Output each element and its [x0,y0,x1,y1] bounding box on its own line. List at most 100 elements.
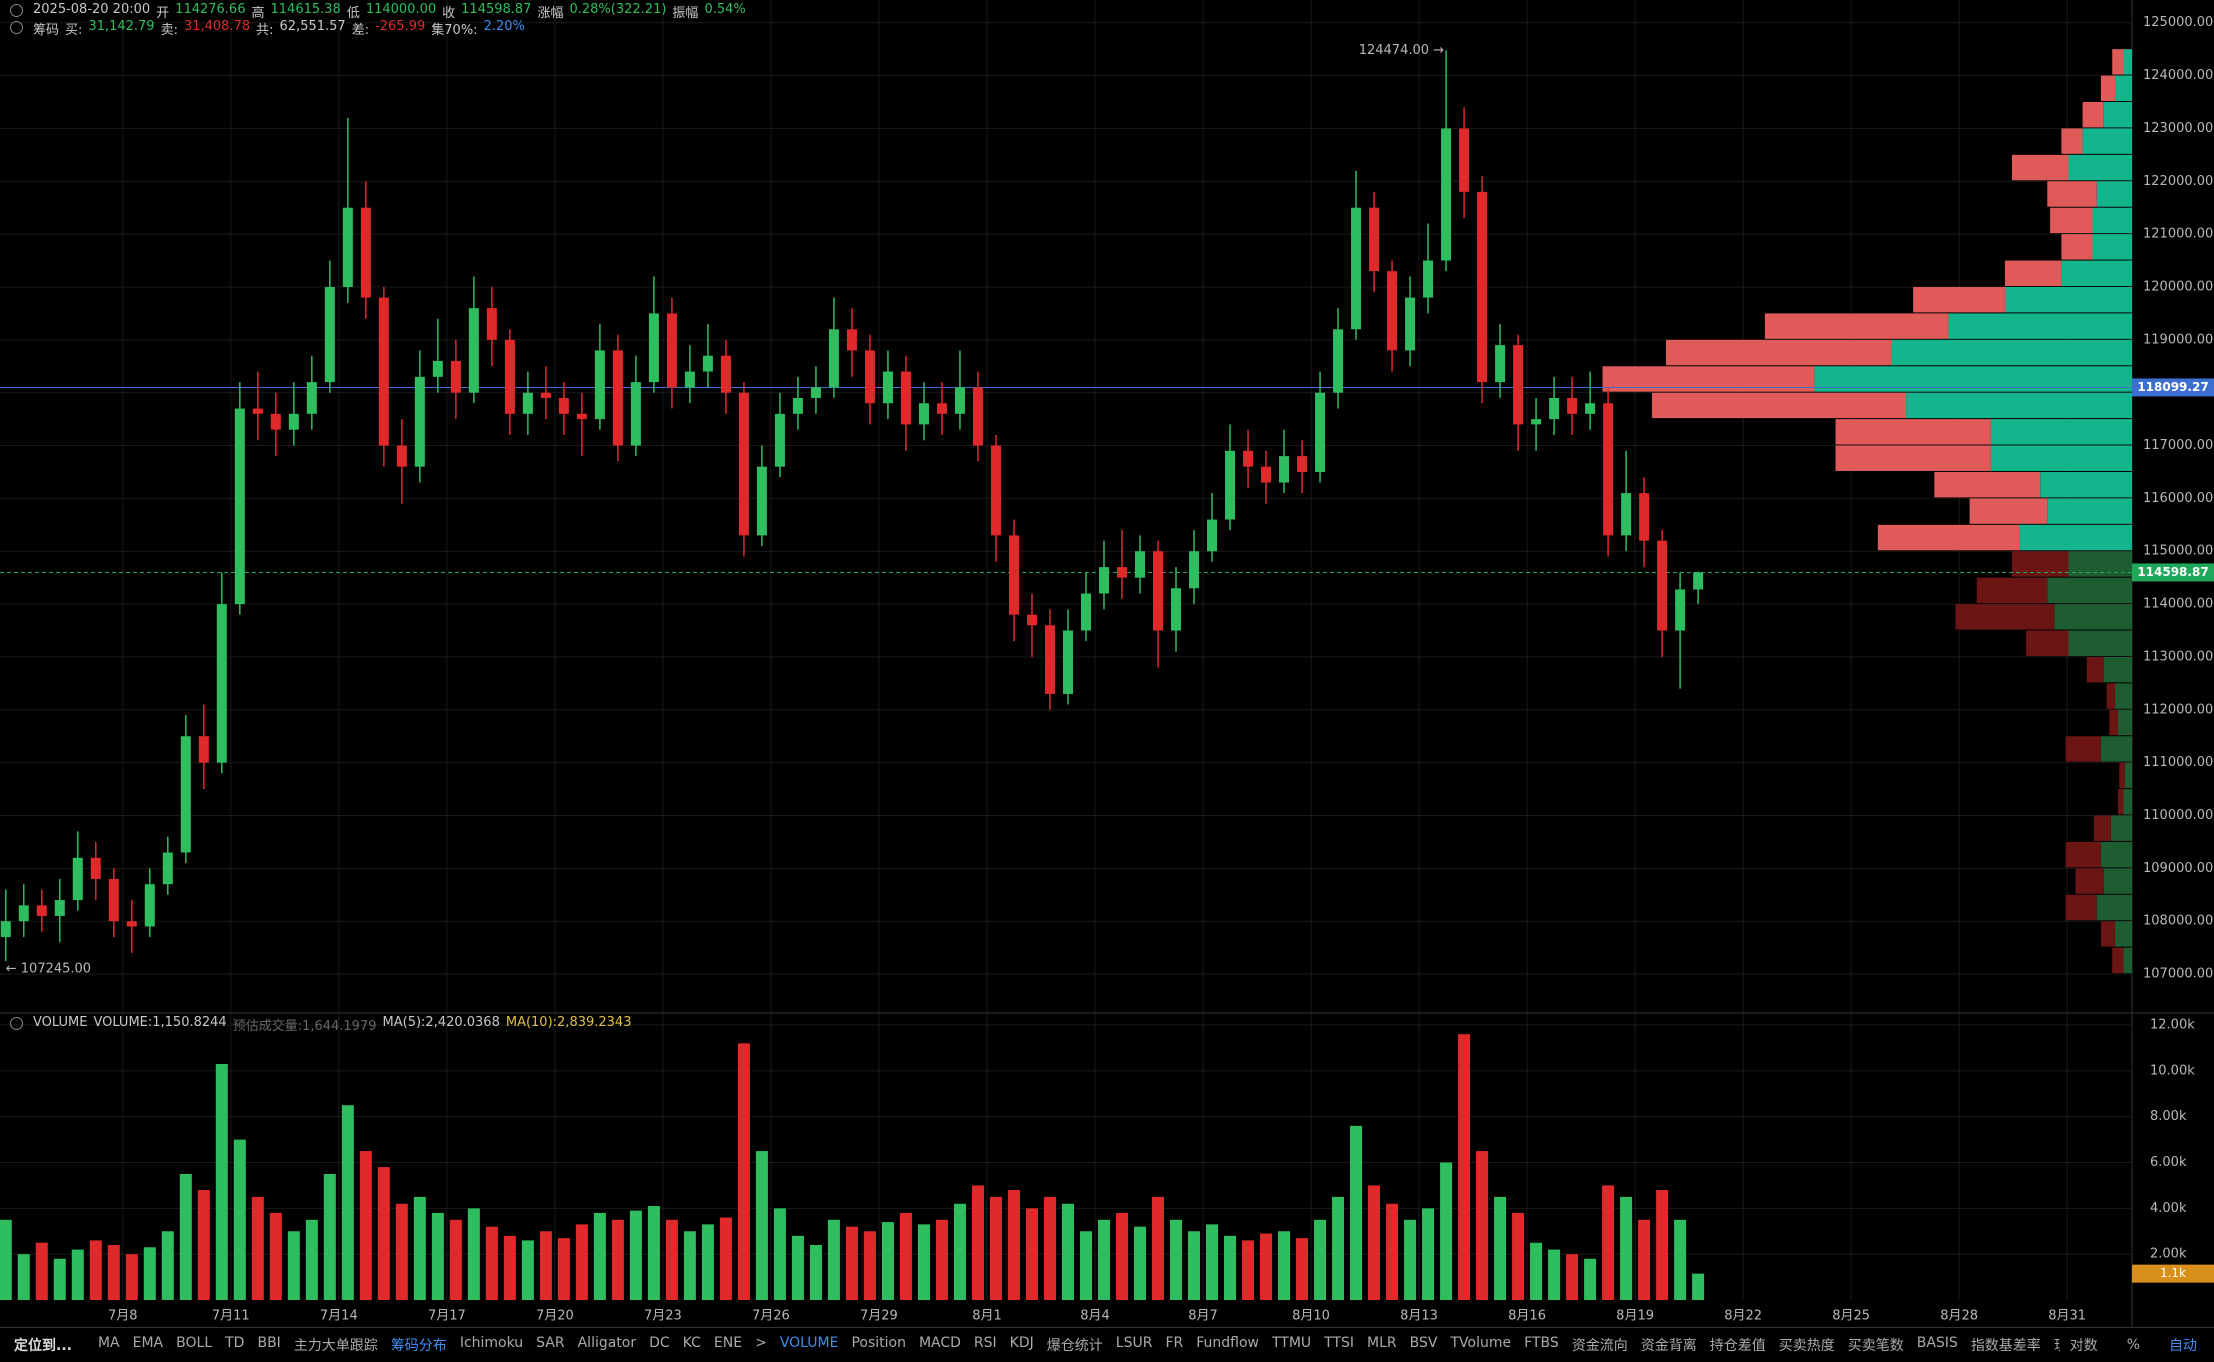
profile-buy [1906,392,2132,419]
collapse-icon[interactable] [10,4,23,17]
y-tick-label: 117000.00 [2143,438,2213,453]
scale-option[interactable]: 对数 [2069,1338,2098,1354]
volume-bar [17,1254,30,1300]
indicator-tab[interactable]: 爆仓统计 [1046,1338,1103,1354]
indicator-tab[interactable]: TVolume [1450,1335,1512,1351]
indicator-tab[interactable]: Fundflow [1196,1335,1259,1351]
collapse-icon[interactable] [10,21,23,34]
volume-bar [341,1105,354,1300]
candle-body [1369,207,1380,272]
volume-bar [539,1231,552,1300]
candle-body [1062,630,1073,694]
scale-option[interactable]: % [2126,1337,2140,1353]
volume-bar [1133,1226,1146,1300]
indicator-tab[interactable]: FR [1165,1335,1184,1351]
y-tick-label: 116000.00 [2143,491,2213,506]
candle-body [1333,329,1344,393]
profile-sell [1666,339,1892,366]
volume-tick-label: 8.00k [2150,1109,2187,1124]
indicator-tab[interactable]: 买卖热度 [1778,1338,1835,1354]
indicator-tab[interactable]: DC [649,1335,670,1351]
header-text: 筹码 [33,23,60,38]
indicator-tab[interactable]: LSUR [1115,1335,1153,1351]
profile-sell [1835,445,1991,471]
indicator-tab[interactable]: MACD [918,1335,961,1351]
candle-body [90,857,101,879]
indicator-tab[interactable]: BASIS [1916,1335,1958,1351]
candle-body [360,207,371,298]
indicator-tab[interactable]: MA [97,1335,120,1351]
indicator-tab[interactable]: 资金流向 [1571,1338,1628,1354]
candle-body [1315,392,1326,472]
profile-buy [2068,630,2132,656]
candle-body [1459,128,1470,192]
indicator-tab[interactable]: 主力大单跟踪 [293,1338,378,1354]
profile-buy [2100,736,2132,762]
indicator-toolbar: 定位到... MA EMA BOLL TD BBI 主力大单跟踪 筹码分布 Ichimoku S… [0,1327,2214,1362]
volume-bar [107,1245,120,1300]
indicator-tab[interactable]: 指数基差率 [1970,1338,2041,1354]
header-text: 集70%: [431,23,478,38]
price-tag-label: 118099.27 [2137,380,2208,394]
profile-buy [2054,604,2132,630]
indicator-tab[interactable]: KC [682,1335,701,1351]
locate-button[interactable]: 定位到... [14,1338,72,1354]
volume-bar [395,1203,408,1300]
volume-bar [647,1206,660,1300]
volume-tick-label: 10.00k [2150,1063,2195,1078]
candle-body [270,413,281,430]
indicator-tab[interactable]: Ichimoku [459,1335,524,1351]
indicator-tab[interactable]: BBI [257,1335,281,1351]
profile-buy [2123,49,2132,75]
candle-body [1603,403,1614,536]
profile-sell [2061,234,2093,260]
profile-buy [2047,498,2132,524]
indicator-tab[interactable]: ENE [713,1335,743,1351]
indicator-tab[interactable]: SAR [536,1335,565,1351]
profile-buy [2068,154,2132,181]
candle-body [1026,614,1037,626]
indicator-tab[interactable]: EMA [132,1335,164,1351]
indicator-tab[interactable]: 买卖笔数 [1847,1338,1904,1354]
profile-sell [1976,577,2048,604]
indicator-tab[interactable]: MLR [1367,1335,1397,1351]
indicator-tab[interactable]: KDJ [1009,1335,1034,1351]
volume-bar [1079,1231,1092,1300]
candle-body [306,382,317,414]
indicator-tab[interactable]: Alligator [577,1335,637,1351]
volume-bar [611,1219,624,1300]
indicator-tab[interactable]: BSV [1409,1335,1438,1351]
indicator-tab[interactable]: TTSI [1324,1335,1355,1351]
header-text: 收 [442,6,456,21]
indicator-tab[interactable]: Position [851,1335,906,1351]
indicator-tab[interactable]: 资金背离 [1640,1338,1697,1354]
indicator-tab[interactable]: TD [225,1335,245,1351]
scale-option[interactable]: 自动 [2169,1338,2197,1354]
volume-bar [1458,1034,1471,1300]
indicator-tab[interactable]: FTBS [1524,1335,1559,1351]
y-tick-label: 110000.00 [2143,808,2213,823]
candle-body [288,413,299,430]
profile-sell [2117,789,2124,815]
candle-body [1080,593,1091,631]
profile-sell [1877,524,2020,551]
x-tick-label: 7月26 [752,1309,790,1324]
volume-bar [809,1245,822,1300]
x-tick-label: 7月11 [212,1309,250,1324]
collapse-icon[interactable] [10,1017,23,1030]
indicator-tab[interactable]: TTMU [1271,1335,1312,1351]
indicator-tab[interactable]: VOLUME [779,1335,839,1351]
candle-body [108,878,119,922]
header-text: 高 [251,6,265,21]
profile-sell [2112,947,2124,974]
candle-body [1567,397,1578,414]
indicator-tab[interactable]: BOLL [176,1335,213,1351]
volume-tick-label: 4.00k [2150,1201,2187,1216]
indicator-tab[interactable]: 持仓差值 [1709,1338,1766,1354]
candle-body [54,900,65,916]
indicator-tab[interactable]: RSI [973,1335,997,1351]
volume-bar [1566,1254,1579,1300]
indicator-tab[interactable]: 筹码分布 [390,1338,447,1354]
candle-body [720,355,731,393]
indicator-tab[interactable]: > [755,1335,767,1351]
